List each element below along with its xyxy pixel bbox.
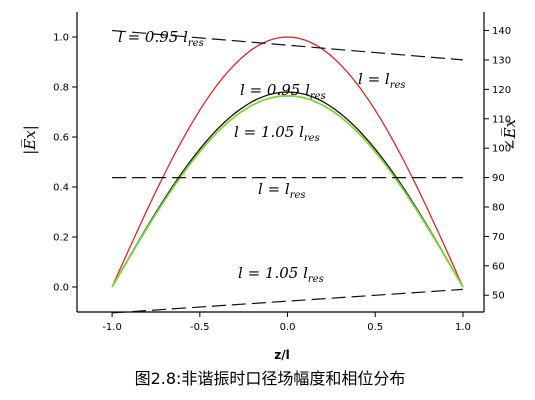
series-annotation: l = 1.05 lres bbox=[234, 123, 320, 144]
y-right-axis-title: ∠E̅x bbox=[500, 118, 519, 151]
x-tick-label: -1.0 bbox=[102, 322, 122, 333]
x-tick-label: -0.5 bbox=[190, 322, 210, 333]
series-annotation: l = lres bbox=[258, 180, 306, 201]
magnitude-curve bbox=[111, 36, 464, 288]
x-tick-label: 0.5 bbox=[367, 322, 383, 333]
magnitude-curve bbox=[111, 91, 464, 288]
series-annotation: l = 0.95 lres bbox=[118, 28, 204, 49]
magnitude-curve bbox=[111, 94, 464, 288]
phase-line bbox=[112, 288, 463, 314]
y-right-tick-label: 110 bbox=[492, 114, 511, 125]
y-right-tick-label: 120 bbox=[492, 85, 511, 96]
y-right-tick-label: 90 bbox=[492, 173, 505, 184]
y-left-tick-label: 0.0 bbox=[53, 283, 69, 294]
y-right-tick-label: 140 bbox=[492, 26, 511, 37]
y-left-tick-label: 0.4 bbox=[53, 183, 69, 194]
series-annotation: l = 0.95 lres bbox=[240, 81, 326, 102]
y-right-tick-label: 60 bbox=[492, 261, 505, 272]
figure-caption: 图2.8:非谐振时口径场幅度和相位分布 bbox=[135, 369, 406, 388]
y-right-tick-label: 100 bbox=[492, 144, 511, 155]
series-layer bbox=[111, 29, 464, 314]
series-annotation: l = lres bbox=[358, 70, 406, 91]
y-left-tick-label: 0.6 bbox=[53, 133, 69, 144]
y-left-tick-label: 1.0 bbox=[53, 33, 69, 44]
y-right-tick-label: 50 bbox=[492, 291, 505, 302]
label-layer: -1.0 -0.5 0.0 0.5 1.0 0.0 0.2 0.4 0.6 0.8 1.0 50 60 7… bbox=[53, 26, 511, 333]
y-left-tick-label: 0.2 bbox=[53, 233, 69, 244]
x-axis-title: z/l bbox=[274, 348, 289, 362]
x-tick-label: 1.0 bbox=[455, 322, 471, 333]
y-right-tick-label: 70 bbox=[492, 232, 505, 243]
axes-layer bbox=[72, 12, 489, 317]
series-annotation: l = 1.05 lres bbox=[238, 264, 324, 285]
phase-line bbox=[112, 29, 463, 61]
y-left-tick-label: 0.8 bbox=[53, 83, 69, 94]
y-left-axis-title: |E̅x| bbox=[20, 125, 39, 155]
x-tick-label: 0.0 bbox=[280, 322, 296, 333]
y-right-tick-label: 130 bbox=[492, 55, 511, 66]
y-right-tick-label: 80 bbox=[492, 203, 505, 214]
